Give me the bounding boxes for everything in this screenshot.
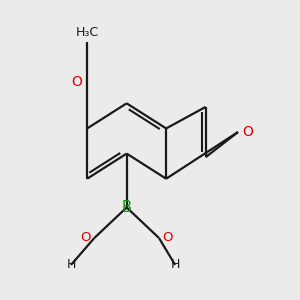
- Text: H: H: [66, 258, 76, 272]
- Text: O: O: [80, 232, 91, 244]
- Text: O: O: [243, 125, 254, 139]
- Text: B: B: [122, 200, 132, 215]
- Text: O: O: [163, 232, 173, 244]
- Text: O: O: [72, 75, 83, 89]
- Text: H₃C: H₃C: [76, 26, 99, 39]
- Text: H: H: [170, 258, 180, 272]
